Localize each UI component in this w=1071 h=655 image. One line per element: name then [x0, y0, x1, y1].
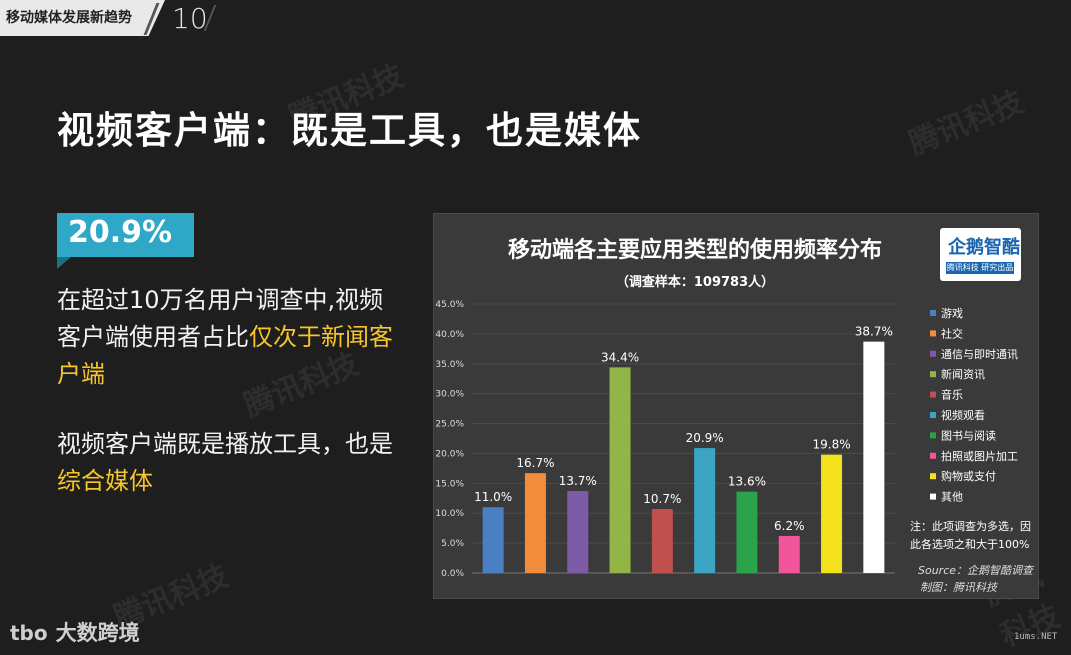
paragraph-1-text: 在超过10万名用户调查中,视频客户端使用者占比	[57, 286, 384, 351]
footer-logo: tbo 大数跨境	[10, 617, 140, 647]
section-label: 移动媒体发展新趋势	[0, 0, 165, 36]
paragraph-2-text: 视频客户端既是播放工具，也是	[57, 430, 393, 458]
highlight-pointer	[57, 257, 71, 269]
brand-logo: 企鹅智酷 腾讯科技 研究出品	[940, 228, 1021, 281]
page-number: 10	[172, 2, 208, 35]
paragraph-1-emphasis: 仅次于新闻客户端	[57, 323, 393, 388]
paragraph-1: 在超过10万名用户调查中,视频客户端使用者占比仅次于新闻客户端	[57, 282, 407, 393]
logo-mark: tbo	[10, 621, 48, 645]
brand-logo-text: 企鹅智酷	[948, 237, 1020, 258]
paragraph-2-emphasis: 综合媒体	[57, 467, 153, 495]
page-title: 视频客户端：既是工具，也是媒体	[57, 109, 642, 152]
paragraph-2: 视频客户端既是播放工具，也是综合媒体	[57, 426, 407, 500]
site-url: 1ums.NET	[1014, 632, 1058, 642]
highlight-box	[57, 213, 194, 257]
footer-logo-text: 大数跨境	[55, 621, 140, 645]
highlight-value: 20.9%	[68, 215, 173, 250]
watermark: 腾讯科技	[904, 84, 1029, 162]
brand-logo-subtext: 腾讯科技 研究出品	[946, 262, 1014, 274]
